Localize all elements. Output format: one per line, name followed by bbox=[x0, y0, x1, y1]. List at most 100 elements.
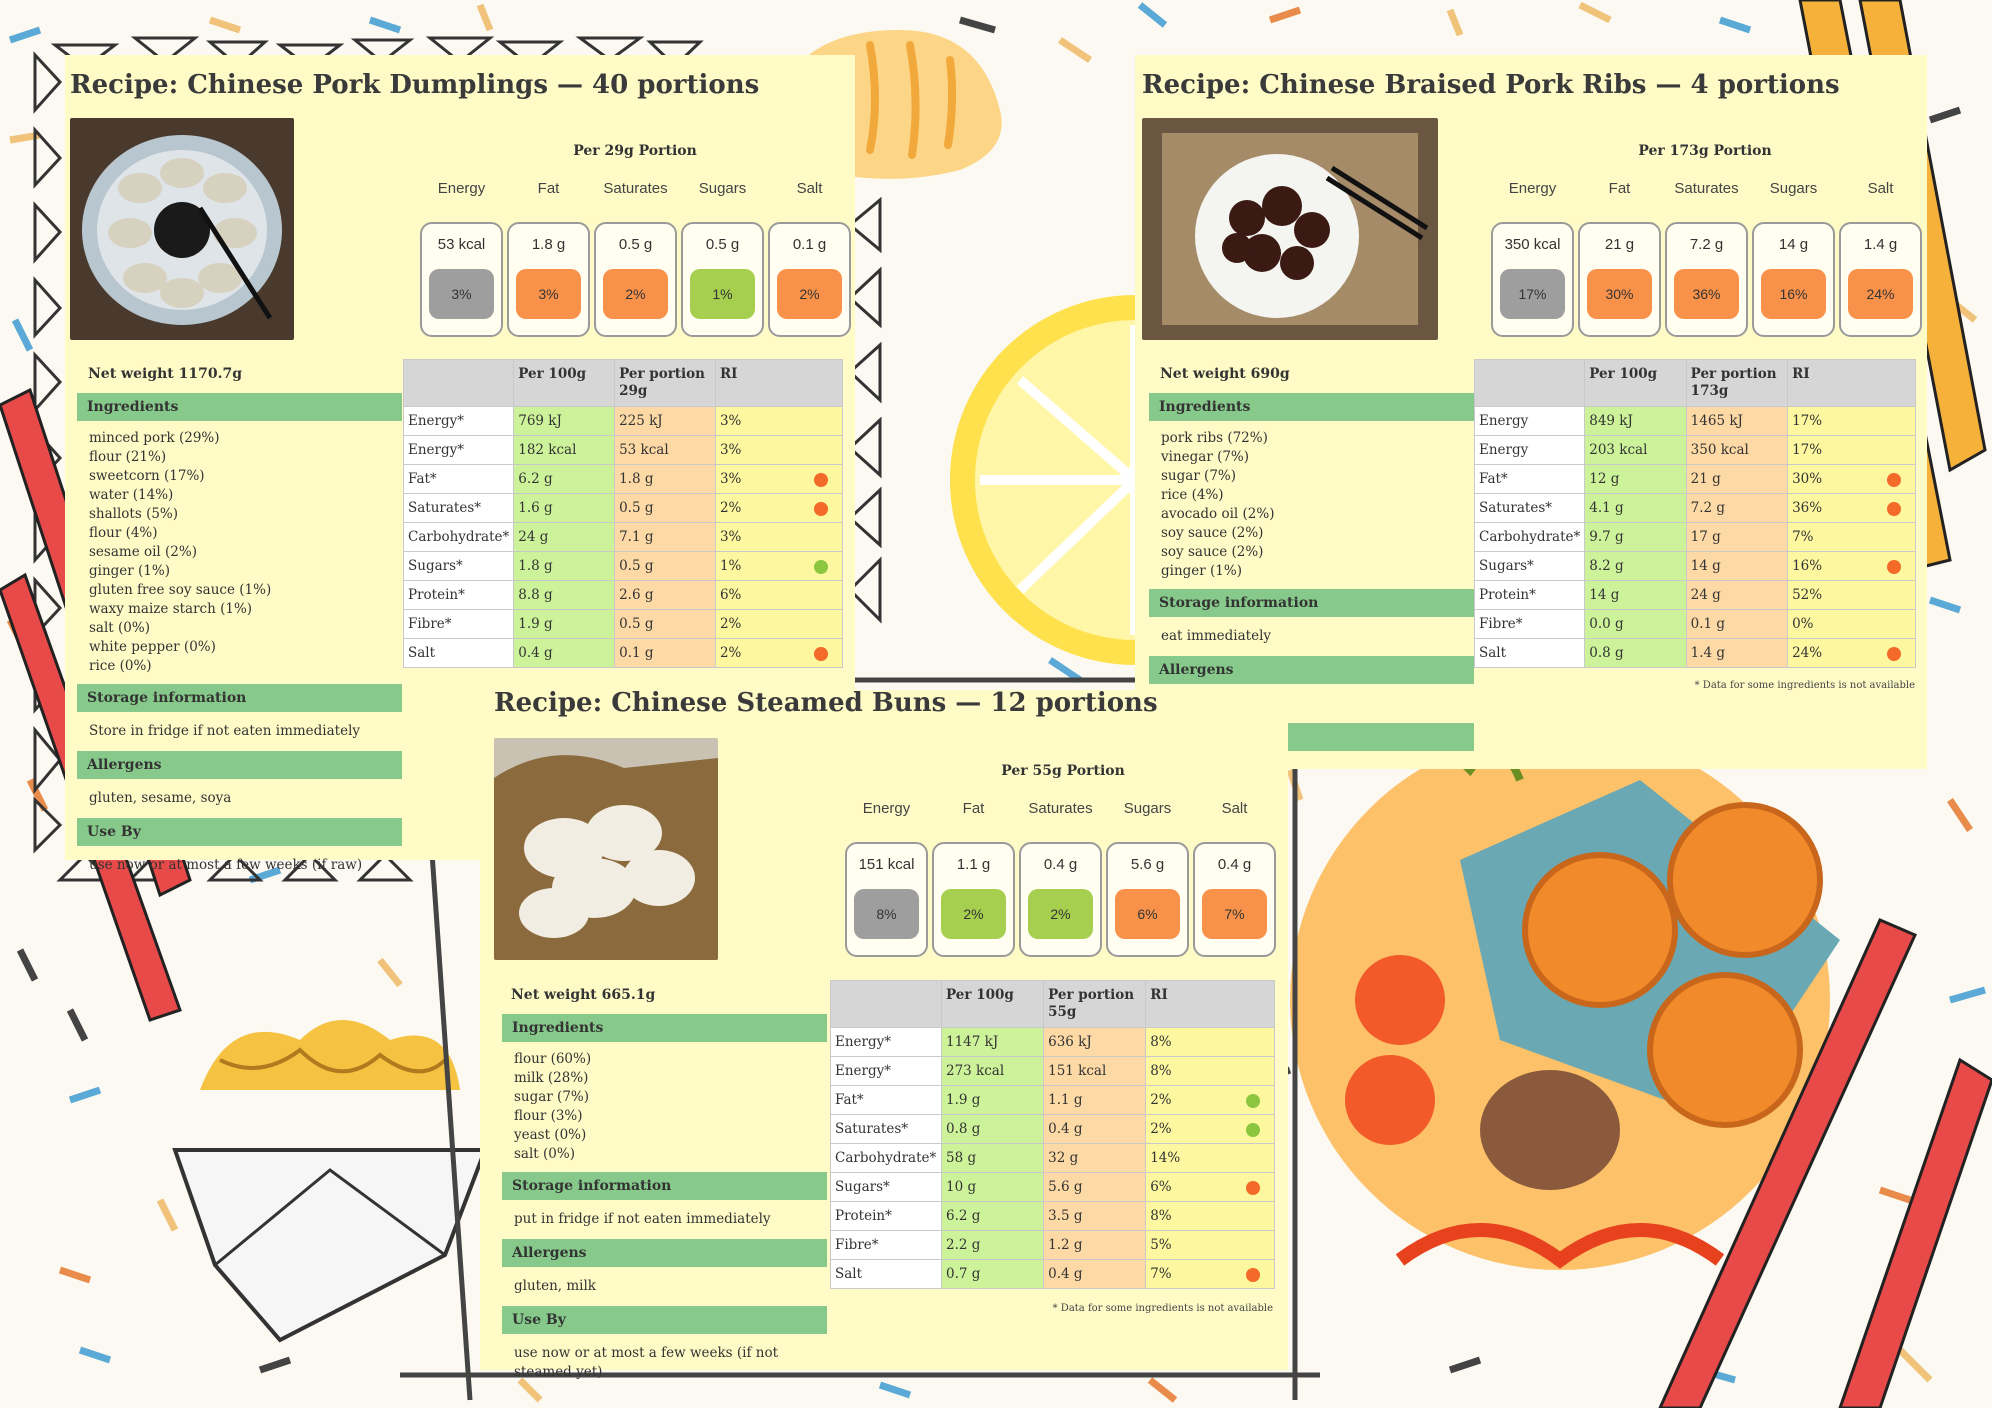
steamed-buns-photo bbox=[494, 738, 718, 960]
traffic-light-percent: 6% bbox=[1115, 889, 1180, 939]
cell-per100: 24 g bbox=[513, 522, 616, 552]
table-row: Energy 203 kcal 350 kcal 17% bbox=[1473, 435, 1916, 465]
cell-text: 21 g bbox=[1690, 471, 1721, 487]
column-header: Per portion 173g bbox=[1685, 359, 1789, 407]
cell-text: Sugars* bbox=[835, 1179, 890, 1195]
cell-portion: 1.4 g bbox=[1685, 638, 1789, 668]
cell-text: 9.7 g bbox=[1589, 529, 1624, 545]
cell-text: Protein* bbox=[408, 587, 465, 603]
net-weight: Net weight 690g bbox=[1160, 366, 1290, 382]
cell-ri: 16% bbox=[1787, 551, 1916, 581]
cell-text: 0.5 g bbox=[619, 558, 654, 574]
cell-text: 0.4 g bbox=[518, 645, 553, 661]
cell-text: Salt bbox=[408, 645, 436, 661]
cell-name: Protein* bbox=[830, 1201, 942, 1231]
table-row: Energy* 1147 kJ 636 kJ 8% bbox=[830, 1027, 1275, 1057]
table-row: Energy 849 kJ 1465 kJ 17% bbox=[1473, 406, 1916, 436]
recipe-title: Recipe: Chinese Braised Pork Ribs — 4 po… bbox=[1142, 70, 1840, 100]
cell-text: 0.0 g bbox=[1589, 616, 1624, 632]
cell-text: 225 kJ bbox=[619, 413, 663, 429]
cell-name: Carbohydrate* bbox=[830, 1143, 942, 1173]
traffic-light-value: 14 g bbox=[1778, 236, 1809, 253]
cell-text: Fibre* bbox=[835, 1237, 879, 1253]
cell-portion: 0.5 g bbox=[614, 609, 716, 639]
cell-name: Carbohydrate* bbox=[1473, 522, 1586, 552]
cell-name: Fat* bbox=[830, 1085, 942, 1115]
cell-text: 1.4 g bbox=[1690, 645, 1726, 661]
footnote: * Data for some ingredients is not avail… bbox=[1694, 680, 1915, 691]
recipe-details: Ingredients minced pork (29%) flour (21%)… bbox=[77, 389, 402, 881]
cell-per100: 0.0 g bbox=[1584, 609, 1687, 639]
cell-name: Energy bbox=[1473, 406, 1586, 436]
cell-text: 0.4 g bbox=[1048, 1266, 1083, 1282]
useby-text: use now or at most a few weeks (if not s… bbox=[514, 1345, 779, 1380]
cell-portion: 0.5 g bbox=[614, 551, 716, 581]
cell-ri: 52% bbox=[1787, 580, 1916, 610]
ingredient-item: flour (4%) bbox=[89, 525, 158, 541]
traffic-light-label: Salt bbox=[1221, 800, 1248, 817]
cell-ri: 0% bbox=[1787, 609, 1916, 639]
cell-text: 2.6 g bbox=[619, 587, 654, 603]
ingredient-item: flour (21%) bbox=[89, 449, 167, 465]
cell-per100: 1.9 g bbox=[940, 1085, 1045, 1115]
cell-portion: 14 g bbox=[1685, 551, 1789, 581]
allergens-header: Allergens bbox=[1149, 656, 1474, 684]
cell-name: Protein* bbox=[402, 580, 515, 610]
cell-ri: 30% bbox=[1787, 464, 1916, 494]
traffic-light-label: Fat bbox=[1608, 180, 1631, 197]
level-indicator-dot bbox=[1887, 473, 1901, 487]
ingredient-item: yeast (0%) bbox=[514, 1127, 587, 1143]
table-row: Saturates* 1.6 g 0.5 g 2% bbox=[402, 493, 844, 523]
cell-text: 0.5 g bbox=[619, 500, 654, 516]
level-indicator-dot bbox=[1246, 1268, 1260, 1282]
level-indicator-dot bbox=[1887, 560, 1901, 574]
cell-text: 24 g bbox=[518, 529, 549, 545]
cell-ri: 3% bbox=[714, 522, 844, 552]
traffic-light-salt: 0.4 g 7% bbox=[1193, 842, 1276, 957]
cell-text: 7% bbox=[1150, 1266, 1172, 1282]
pork-ribs-photo bbox=[1142, 118, 1438, 340]
traffic-light-saturates: 7.2 g 36% bbox=[1665, 222, 1748, 337]
cell-text: 350 kcal bbox=[1690, 442, 1749, 458]
cell-ri: 1% bbox=[714, 551, 844, 581]
cell-text: 151 kcal bbox=[1048, 1063, 1107, 1079]
cell-ri: 8% bbox=[1145, 1027, 1275, 1057]
traffic-light-value: 0.4 g bbox=[1217, 856, 1252, 873]
ingredient-item: ginger (1%) bbox=[1161, 563, 1242, 579]
cell-text: 0.1 g bbox=[619, 645, 654, 661]
cell-per100: 849 kJ bbox=[1584, 406, 1687, 436]
column-header bbox=[402, 359, 515, 407]
table-row: Energy* 273 kcal 151 kcal 8% bbox=[830, 1056, 1275, 1086]
cell-text: 1.9 g bbox=[946, 1092, 981, 1108]
ingredients-list: pork ribs (72%) vinegar (7%) sugar (7%) ric… bbox=[1149, 425, 1474, 585]
traffic-light-label: Saturates bbox=[1674, 180, 1739, 197]
useby-text: use now or at most a few weeks (if raw) bbox=[89, 857, 363, 873]
table-row: Carbohydrate* 58 g 32 g 14% bbox=[830, 1143, 1275, 1173]
cell-text: Fibre* bbox=[408, 616, 452, 632]
dumplings-photo bbox=[70, 118, 294, 340]
noodle-box-illustration bbox=[172, 1020, 488, 1343]
cell-text: 52% bbox=[1792, 587, 1823, 603]
cell-text: Energy* bbox=[835, 1063, 892, 1079]
cell-text: 7.1 g bbox=[619, 529, 654, 545]
traffic-light-label: Fat bbox=[962, 800, 985, 817]
table-row: Salt 0.8 g 1.4 g 24% bbox=[1473, 638, 1916, 668]
cell-text: 2% bbox=[1150, 1121, 1172, 1137]
level-indicator-dot bbox=[814, 560, 828, 574]
table-row: Salt 0.7 g 0.4 g 7% bbox=[830, 1259, 1275, 1289]
portion-label: Per 29g Portion bbox=[573, 143, 697, 159]
cell-text: Energy* bbox=[408, 442, 465, 458]
cell-text: 1.8 g bbox=[518, 558, 553, 574]
cell-text: 17 g bbox=[1690, 529, 1721, 545]
red-chopsticks-bottom bbox=[1658, 918, 1992, 1408]
cell-text: Salt bbox=[835, 1266, 863, 1282]
ingredient-item: flour (60%) bbox=[514, 1051, 592, 1067]
traffic-light-value: 7.2 g bbox=[1689, 236, 1724, 253]
cell-text: 7.2 g bbox=[1690, 500, 1726, 516]
cell-portion: 0.4 g bbox=[1043, 1259, 1147, 1289]
cell-portion: 24 g bbox=[1685, 580, 1789, 610]
cell-per100: 10 g bbox=[940, 1172, 1045, 1202]
cell-text: 7% bbox=[1792, 529, 1814, 545]
portion-label: Per 55g Portion bbox=[1001, 763, 1125, 779]
storage-text: eat immediately bbox=[1161, 628, 1272, 644]
